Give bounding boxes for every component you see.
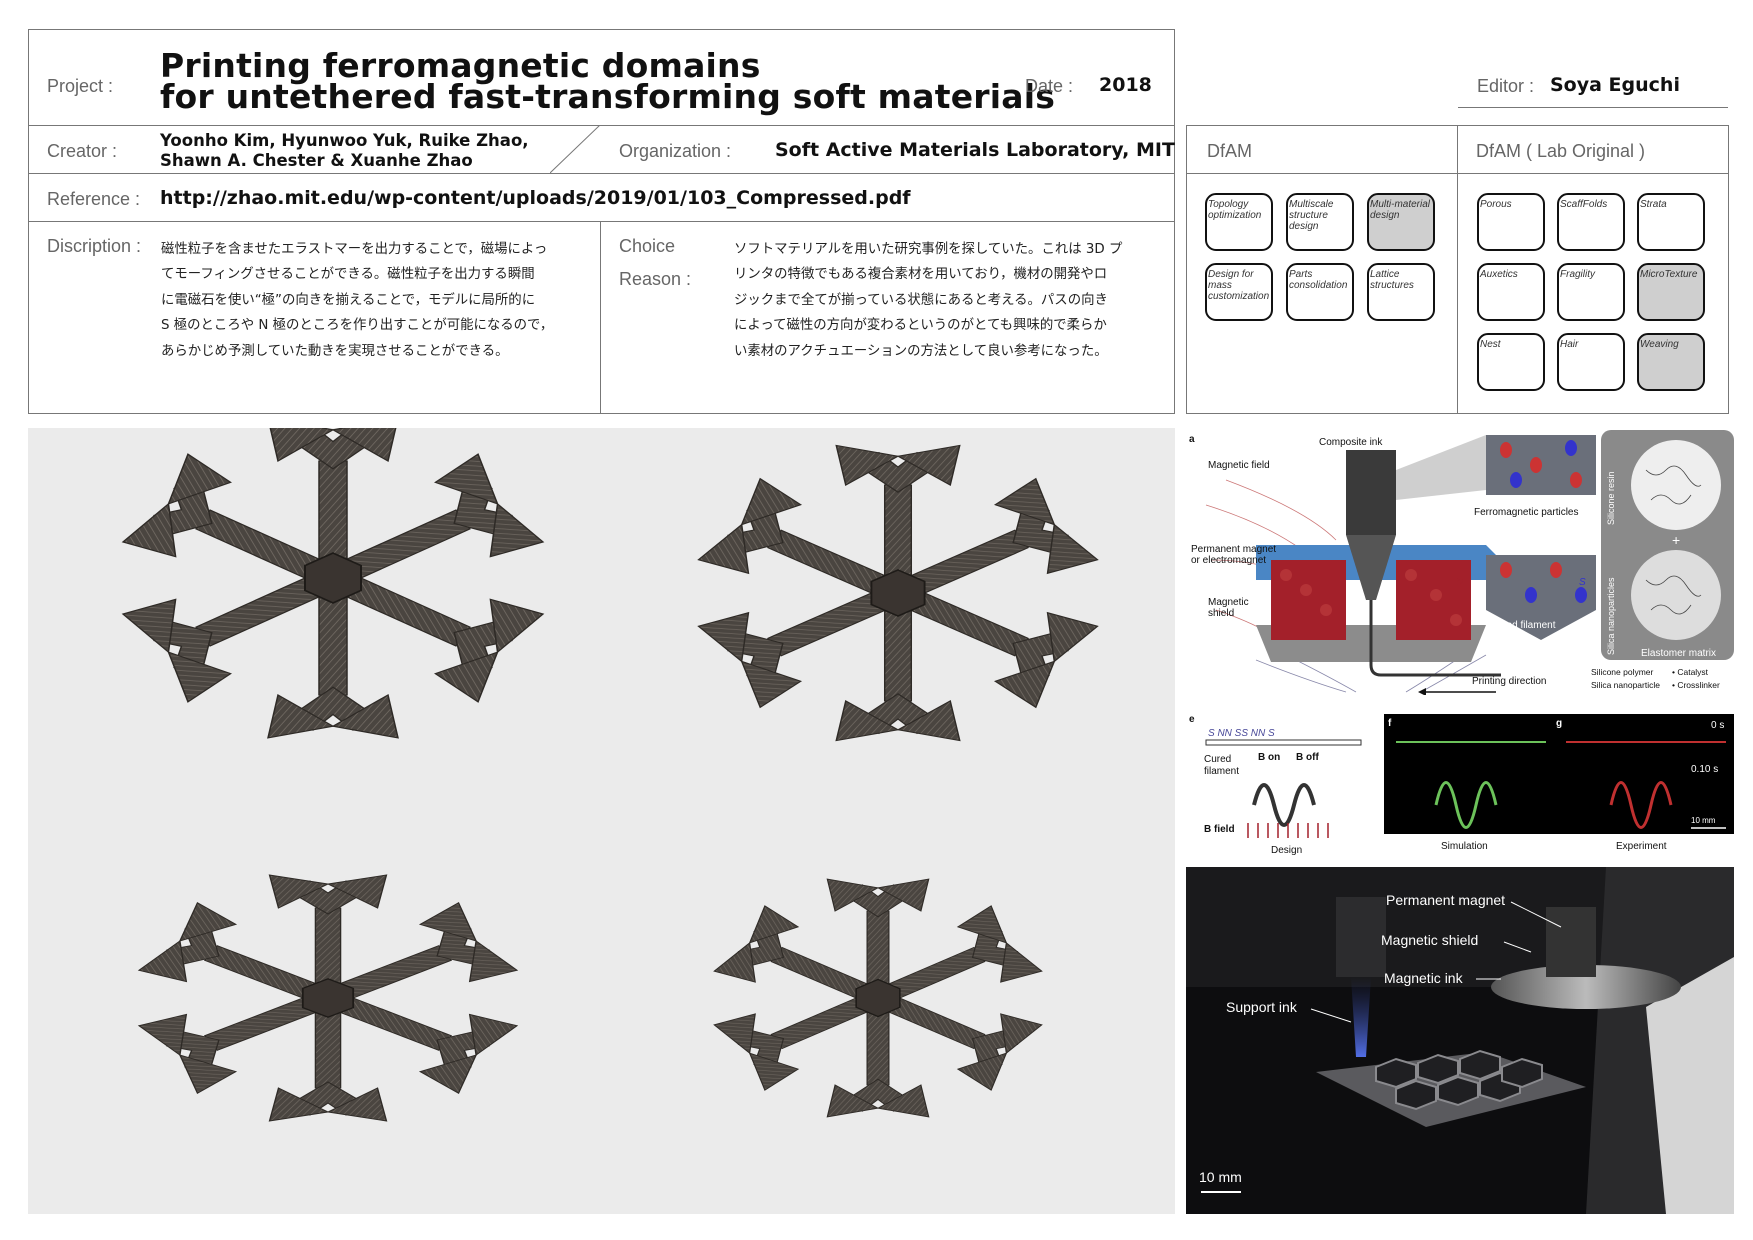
reference-link[interactable]: http://zhao.mit.edu/wp-content/uploads/2…: [160, 187, 911, 209]
date-value: 2018: [1099, 74, 1152, 96]
lab-chip-weaving[interactable]: Weaving: [1637, 333, 1705, 391]
lab-chip-microtexture[interactable]: MicroTexture: [1637, 263, 1705, 321]
description-line: に電磁石を使い“極”の向きを揃えることで，モデルに局所的に: [161, 292, 536, 308]
reference-label: Reference :: [47, 189, 141, 209]
label-permanent-magnet-1: Permanent magnet: [1191, 544, 1276, 555]
label-shield-1: Magnetic: [1208, 597, 1249, 608]
label-permanent-magnet: Permanent magnet: [1386, 892, 1505, 908]
creator-divider: [550, 125, 601, 173]
label-support-ink: Support ink: [1226, 999, 1298, 1015]
dfam-chip-multi-material[interactable]: Multi-material design: [1367, 193, 1435, 251]
lab-chip-porous[interactable]: Porous: [1477, 193, 1545, 251]
label-printing-direction: Printing direction: [1472, 676, 1546, 687]
legend-silicone-polymer: Silicone polymer: [1591, 667, 1654, 677]
dfam-chip-mass-customization[interactable]: Design for mass customization: [1205, 263, 1273, 321]
choice-line: によって磁性の方向が変わるというのがとても興味的で柔らか: [734, 318, 1107, 334]
label-magnetic-ink: Magnetic ink: [1384, 970, 1464, 986]
creator-label: Creator :: [47, 141, 118, 161]
label-scale-photo: 10 mm: [1199, 1169, 1242, 1185]
figure-g-label: g: [1556, 718, 1562, 729]
choice-line: リンタの特徴でもある複合素材を用いており，機材の開発やロ: [734, 267, 1108, 283]
label-experiment: Experiment: [1616, 841, 1667, 852]
label-s: S: [1579, 577, 1586, 588]
organization-label: Organization :: [619, 141, 732, 161]
label-b-off: B off: [1296, 752, 1319, 763]
label-cured-2: filament: [1204, 766, 1239, 777]
deformed-snowflake-photo-1: [697, 444, 1099, 742]
creator-line1: Yoonho Kim, Hyunwoo Yuk, Ruike Zhao,: [160, 131, 529, 150]
label-elastomer-matrix: Elastomer matrix: [1641, 648, 1716, 659]
figure-f-label: f: [1388, 718, 1392, 729]
organization-value: Soft Active Materials Laboratory, MIT: [775, 139, 1175, 161]
reason-label: Reason :: [619, 269, 692, 289]
creator-line2: Shawn A. Chester & Xuanhe Zhao: [160, 151, 473, 170]
label-magnetic-shield: Magnetic shield: [1381, 932, 1478, 948]
choice-line: い素材のアクチュエーションの方法として良い参考になった。: [734, 343, 1108, 359]
lab-chip-hair[interactable]: Hair: [1557, 333, 1625, 391]
description-line: 磁性粒子を含ませたエラストマーを出力することで，磁場によっ: [161, 242, 548, 257]
choice-line: ジックまで全てが揃っている状態にあると考える。パスの向き: [734, 292, 1108, 308]
label-shield-2: shield: [1208, 608, 1234, 619]
dfam-chip-multiscale-structure[interactable]: Multiscale structure design: [1286, 193, 1354, 251]
label-silicone-resin: Silicone resin: [1606, 471, 1616, 525]
description-label: Discription :: [47, 236, 142, 256]
label-time-0: 0 s: [1711, 720, 1724, 731]
lab-title: DfAM ( Lab Original ): [1476, 141, 1646, 161]
dfam-chip-lattice-structures[interactable]: Lattice structures: [1367, 263, 1435, 321]
lab-chip-strata[interactable]: Strata: [1637, 193, 1705, 251]
legend-catalyst: • Catalyst: [1672, 667, 1709, 677]
lab-chip-nest[interactable]: Nest: [1477, 333, 1545, 391]
legend-crosslinker: • Crosslinker: [1672, 680, 1720, 690]
flat-snowflake-photo: [122, 428, 544, 739]
dfam-chip-topology-optimization[interactable]: Topology optimization: [1205, 193, 1273, 251]
dfam-title: DfAM: [1207, 141, 1252, 161]
choice-reason-text: ソフトマテリアルを用いた研究事例を探していた。これは 3D プ リンタの特徴でも…: [734, 237, 1166, 364]
label-n: N: [1456, 577, 1464, 588]
figure-e-label: e: [1189, 714, 1195, 725]
description-line: あらかじめ予測していた動きを実現させることができる。: [161, 343, 509, 359]
description-line: S 極のところや N 極のところを作り出すことが可能になるので，: [161, 318, 554, 334]
label-composite-ink: Composite ink: [1319, 437, 1383, 448]
label-permanent-magnet-2: or electromagnet: [1191, 555, 1266, 566]
label-b-field: B field: [1204, 824, 1235, 835]
pole-sequence: S NN SS NN S: [1208, 728, 1275, 739]
project-label: Project :: [47, 76, 114, 96]
folded-snowflake-photo-1: [138, 874, 518, 1122]
label-magnetic-field: Magnetic field: [1208, 460, 1270, 471]
dfam-chip-parts-consolidation[interactable]: Parts consolidation: [1286, 263, 1354, 321]
description-line: てモーフィングさせることができる。磁性粒子を出力する瞬間: [161, 267, 535, 283]
main-photo: [28, 428, 1175, 1214]
editor-label: Editor :: [1477, 76, 1535, 96]
label-scale-efg: 10 mm: [1691, 816, 1716, 825]
label-b-on: B on: [1258, 752, 1280, 763]
label-design: Design: [1271, 845, 1302, 856]
label-printed-filament: Printed filament: [1486, 620, 1556, 631]
project-title-line1: Printing ferromagnetic domains: [160, 46, 761, 85]
figure-a-label: a: [1189, 434, 1195, 445]
lab-chip-scaffolds[interactable]: ScaffFolds: [1557, 193, 1625, 251]
editor-value: Soya Eguchi: [1550, 74, 1680, 96]
project-title-line2: for untethered fast-transforming soft ma…: [160, 77, 1056, 116]
description-text: 磁性粒子を含ませたエラストマーを出力することで，磁場によっ てモーフィングさせる…: [161, 237, 591, 364]
folded-snowflake-photo-2: [713, 878, 1043, 1118]
legend-silica-nanoparticle: Silica nanoparticle: [1591, 680, 1660, 690]
date-label: Date :: [1025, 76, 1074, 96]
label-time-1: 0.10 s: [1691, 764, 1718, 775]
figure-efg: e S NN SS NN S Cured filament B on B off…: [1186, 710, 1734, 858]
choice-label: Choice: [619, 236, 676, 256]
lab-chip-fragility[interactable]: Fragility: [1557, 263, 1625, 321]
label-simulation: Simulation: [1441, 841, 1488, 852]
printing-photo: Permanent magnet Magnetic shield Magneti…: [1186, 867, 1734, 1214]
choice-line: ソフトマテリアルを用いた研究事例を探していた。これは 3D プ: [734, 242, 1123, 257]
label-cured-1: Cured: [1204, 754, 1231, 765]
label-plus: +: [1672, 532, 1680, 548]
figure-a-schematic: a Composite ink Magnetic field Ferromagn…: [1186, 430, 1734, 695]
lab-chip-auxetics[interactable]: Auxetics: [1477, 263, 1545, 321]
label-silica-nanoparticles: Silica nanoparticles: [1606, 577, 1616, 655]
label-ferromagnetic-particles: Ferromagnetic particles: [1474, 507, 1578, 518]
